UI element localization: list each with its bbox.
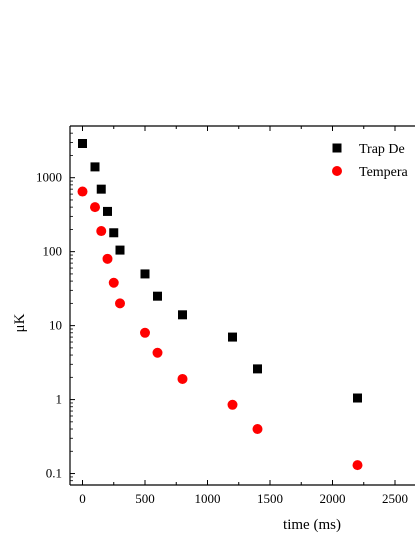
data-point-square — [78, 138, 87, 148]
data-point-circle — [108, 277, 119, 288]
x-axis-title: time (ms) — [283, 517, 341, 533]
data-point-square — [115, 245, 125, 255]
y-tick-label: 10 — [49, 318, 62, 333]
y-axis-title: μK — [12, 313, 28, 332]
data-point-circle — [102, 253, 113, 264]
data-point-circle — [227, 399, 238, 410]
y-tick-label: 0.1 — [46, 466, 62, 481]
legend-marker-circle — [332, 166, 342, 176]
x-tick-label: 1500 — [257, 491, 283, 506]
data-point-square — [90, 162, 100, 172]
data-point-square — [109, 228, 119, 238]
data-point-circle — [90, 202, 100, 213]
legend: Trap De Tempera — [332, 142, 409, 180]
data-point-circle — [152, 347, 163, 358]
legend-label: Trap De — [359, 142, 405, 157]
data-points — [77, 138, 363, 471]
x-tick-label: 2000 — [320, 491, 346, 506]
data-point-circle — [115, 298, 125, 309]
x-tick-label: 500 — [135, 491, 155, 506]
y-tick-label: 1 — [56, 392, 63, 407]
data-point-square — [228, 332, 237, 342]
ticks: 0 500 1000 1500 2000 2500 0.1 1 10 100 1000 — [36, 125, 408, 506]
data-point-square — [253, 364, 262, 374]
data-point-square — [96, 184, 106, 194]
x-tick-label: 1000 — [195, 491, 221, 506]
data-point-square — [178, 310, 187, 320]
y-tick-label: 100 — [43, 244, 63, 259]
data-point-square — [140, 269, 150, 279]
data-point-square — [353, 393, 362, 403]
legend-label: Tempera — [359, 165, 409, 180]
data-point-circle — [177, 373, 188, 384]
data-point-circle — [252, 424, 263, 435]
data-point-square — [103, 206, 112, 216]
data-point-circle — [77, 186, 88, 197]
data-point-square — [153, 291, 162, 301]
data-point-circle — [352, 460, 363, 471]
data-point-circle — [140, 327, 150, 338]
x-tick-label: 0 — [79, 491, 86, 506]
y-tick-label: 1000 — [36, 170, 62, 185]
data-point-circle — [96, 226, 107, 237]
legend-marker-square — [332, 143, 342, 153]
axes — [69, 125, 415, 486]
x-tick-label: 2500 — [382, 491, 408, 506]
